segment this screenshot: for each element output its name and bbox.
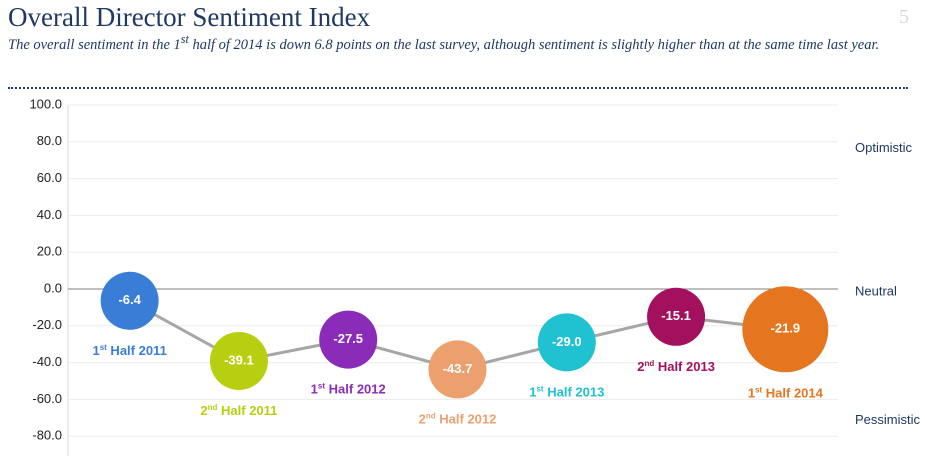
category-label: 1st Half 2011	[92, 343, 166, 358]
y-tick-label: -20.0	[32, 317, 62, 332]
bubble	[100, 271, 159, 330]
page-number: 5	[899, 6, 909, 28]
annotation: Pessimistic	[855, 412, 921, 427]
value-label: -43.7	[443, 361, 473, 376]
y-tick-label: 60.0	[37, 170, 62, 185]
annotation: Neutral	[855, 283, 897, 298]
value-label: -29.0	[552, 334, 582, 349]
bubble	[428, 340, 487, 399]
bubble	[742, 286, 829, 373]
bubble	[537, 313, 596, 372]
chart-title: Overall Director Sentiment Index	[8, 2, 371, 32]
y-tick-label: 40.0	[37, 207, 62, 222]
value-label: -15.1	[661, 308, 691, 323]
bubble	[319, 310, 378, 369]
category-label: 2nd Half 2011	[200, 403, 277, 418]
category-label: 2nd Half 2013	[637, 359, 715, 374]
value-label: -39.1	[224, 352, 254, 367]
value-label: -6.4	[118, 292, 141, 307]
y-tick-label: -40.0	[32, 354, 62, 369]
divider	[8, 87, 908, 89]
y-tick-label: -60.0	[32, 391, 62, 406]
value-label: -21.9	[771, 321, 801, 336]
y-tick-label: 20.0	[37, 244, 62, 259]
annotation: Optimistic	[855, 140, 913, 155]
bubble	[209, 331, 268, 390]
category-label: 1st Half 2014	[748, 385, 824, 400]
category-label: 1st Half 2012	[311, 382, 386, 397]
y-tick-label: 100.0	[29, 96, 62, 111]
category-label: 2nd Half 2012	[419, 412, 497, 427]
value-label: -27.5	[333, 331, 363, 346]
y-tick-label: 80.0	[37, 133, 62, 148]
y-tick-label: -80.0	[32, 428, 62, 443]
category-label: 1st Half 2013	[529, 384, 604, 399]
y-tick-label: 0.0	[44, 280, 62, 295]
chart-subtitle: The overall sentiment in the 1st half of…	[8, 32, 880, 53]
bubble	[647, 287, 706, 346]
